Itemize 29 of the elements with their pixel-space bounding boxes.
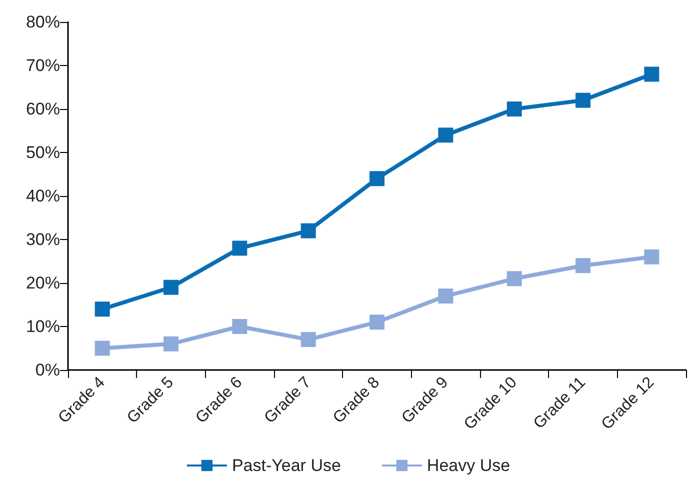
- y-tick-label: 30%: [26, 230, 60, 249]
- legend-label: Heavy Use: [426, 456, 510, 475]
- point: [94, 340, 110, 356]
- point: [506, 271, 522, 286]
- point: [370, 171, 384, 186]
- point: [164, 336, 178, 352]
- point: [232, 319, 248, 334]
- point: [506, 102, 522, 116]
- y-tick-label: 0%: [35, 360, 60, 380]
- y-tick-label: 20%: [26, 274, 60, 292]
- y-tick-label: 50%: [26, 143, 60, 162]
- point: [438, 128, 454, 143]
- point: [300, 332, 316, 348]
- y-tick-label: 10%: [26, 317, 60, 336]
- y-tick-label: 60%: [26, 100, 60, 118]
- y-tick-label: 40%: [26, 186, 60, 206]
- legend-label: Past-Year Use: [232, 456, 341, 475]
- point: [370, 314, 384, 330]
- point: [576, 92, 590, 108]
- y-tick-label: 80%: [26, 12, 60, 32]
- point: [438, 288, 454, 304]
- y-tick-label: 70%: [26, 56, 60, 75]
- point: [232, 240, 248, 256]
- point: [644, 249, 660, 264]
- point: [164, 280, 178, 295]
- point: [94, 302, 110, 317]
- point: [644, 66, 660, 82]
- point: [300, 223, 316, 238]
- point: [576, 258, 590, 274]
